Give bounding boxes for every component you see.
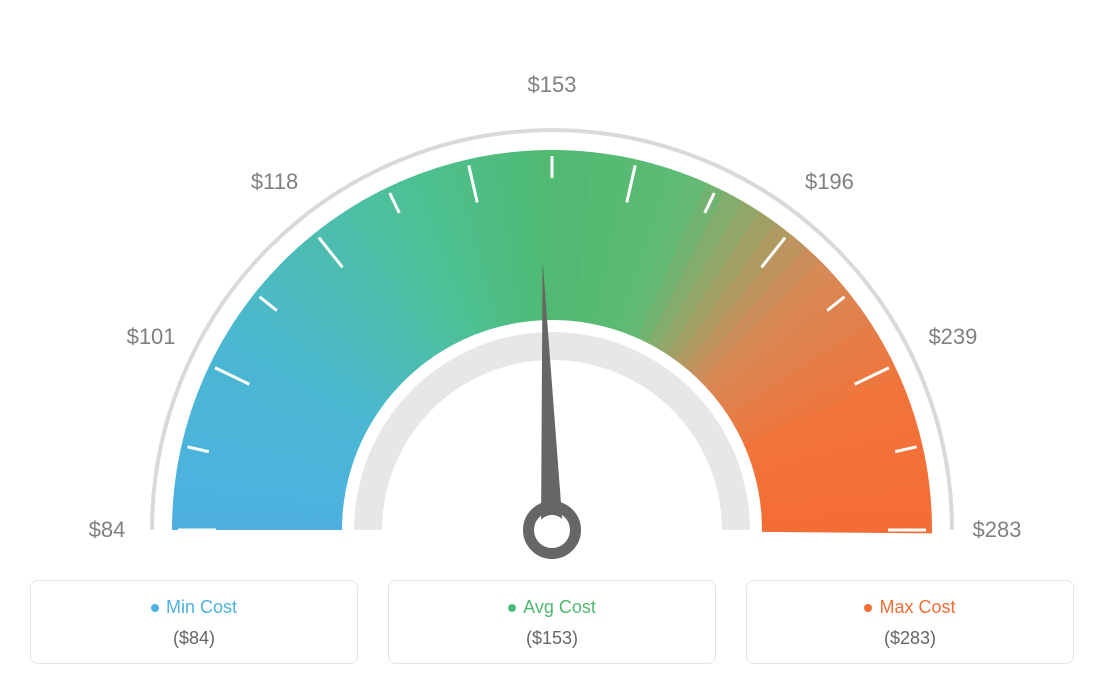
legend-card-avg: Avg Cost ($153) bbox=[388, 580, 716, 664]
gauge-tick-label: $101 bbox=[127, 324, 176, 350]
gauge-tick-label: $84 bbox=[89, 517, 126, 543]
legend-max-label: Max Cost bbox=[879, 597, 955, 617]
legend-title-max: Max Cost bbox=[747, 597, 1073, 618]
gauge-tick-label: $239 bbox=[928, 324, 977, 350]
gauge-tick-label: $118 bbox=[251, 169, 298, 195]
legend-avg-value: ($153) bbox=[389, 628, 715, 649]
gauge-tick-label: $283 bbox=[973, 517, 1022, 543]
dot-icon bbox=[151, 604, 159, 612]
legend-min-label: Min Cost bbox=[166, 597, 237, 617]
legend-card-max: Max Cost ($283) bbox=[746, 580, 1074, 664]
gauge-area: $84 $101 $118 $153 $196 $239 $283 bbox=[0, 0, 1104, 580]
legend-title-min: Min Cost bbox=[31, 597, 357, 618]
cost-gauge-container: $84 $101 $118 $153 $196 $239 $283 Min Cost ($8… bbox=[0, 0, 1104, 690]
gauge-tick-label: $196 bbox=[805, 169, 854, 195]
dot-icon bbox=[864, 604, 872, 612]
legend-min-value: ($84) bbox=[31, 628, 357, 649]
legend-title-avg: Avg Cost bbox=[389, 597, 715, 618]
gauge-tick-label: $153 bbox=[528, 72, 577, 98]
legend-card-min: Min Cost ($84) bbox=[30, 580, 358, 664]
legend-max-value: ($283) bbox=[747, 628, 1073, 649]
dot-icon bbox=[508, 604, 516, 612]
legend-avg-label: Avg Cost bbox=[523, 597, 596, 617]
legend-row: Min Cost ($84) Avg Cost ($153) Max Cost … bbox=[0, 580, 1104, 664]
